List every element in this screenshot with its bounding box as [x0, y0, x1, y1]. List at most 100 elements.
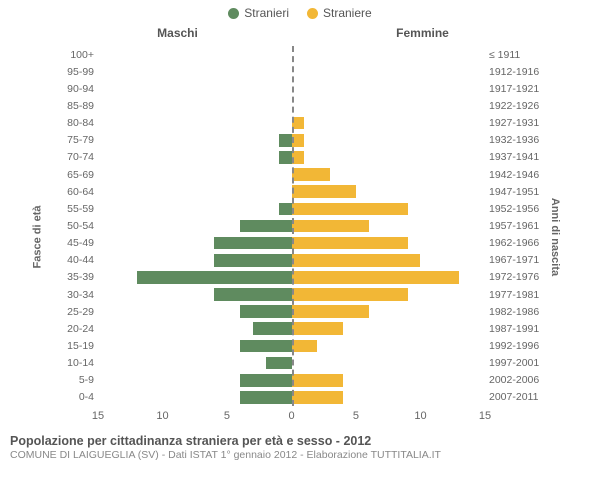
bar-male — [240, 391, 292, 404]
bar-half-female — [292, 200, 486, 217]
bar-half-male — [98, 389, 292, 406]
bar-area — [98, 235, 485, 252]
y-axis-left-title: Fasce di età — [31, 206, 43, 269]
footer-subtitle: COMUNE DI LAIGUEGLIA (SV) - Dati ISTAT 1… — [10, 449, 590, 461]
y-tick-birth: 1932-1936 — [485, 134, 540, 146]
y-tick-age: 60-64 — [60, 186, 98, 198]
y-tick-age: 50-54 — [60, 220, 98, 232]
bar-half-female — [292, 252, 486, 269]
y-tick-birth: 1912-1916 — [485, 66, 540, 78]
bar-male — [279, 203, 292, 216]
x-tick: 5 — [353, 410, 359, 422]
bar-half-male — [98, 320, 292, 337]
bar-area — [98, 320, 485, 337]
chart-row: 95-99 1912-1916 — [60, 63, 540, 80]
bar-male — [240, 340, 292, 353]
plot-area: Fasce di età Anni di nascita 100+≤ 19119… — [0, 42, 600, 432]
bar-female — [292, 271, 460, 284]
y-tick-age: 0-4 — [60, 391, 98, 403]
bar-male — [137, 271, 292, 284]
bar-half-male — [98, 286, 292, 303]
bar-area — [98, 389, 485, 406]
bar-half-male — [98, 217, 292, 234]
bar-area — [98, 286, 485, 303]
y-tick-age: 15-19 — [60, 340, 98, 352]
legend-label-female: Straniere — [323, 6, 372, 20]
y-tick-age: 25-29 — [60, 306, 98, 318]
y-tick-birth: 1962-1966 — [485, 237, 540, 249]
legend-item-female: Straniere — [307, 6, 372, 20]
y-tick-birth: 1917-1921 — [485, 83, 540, 95]
section-titles: Maschi Femmine — [0, 26, 600, 40]
bar-half-male — [98, 183, 292, 200]
x-tick: 15 — [479, 410, 491, 422]
bar-male — [253, 322, 292, 335]
bar-half-male — [98, 200, 292, 217]
bar-half-male — [98, 166, 292, 183]
chart-row: 0-42007-2011 — [60, 389, 540, 406]
y-tick-age: 95-99 — [60, 66, 98, 78]
bar-female — [292, 168, 331, 181]
bar-half-female — [292, 320, 486, 337]
y-tick-birth: 1992-1996 — [485, 340, 540, 352]
chart-row: 100+≤ 1911 — [60, 46, 540, 63]
bar-half-female — [292, 389, 486, 406]
bar-male — [214, 288, 291, 301]
y-tick-birth: 1927-1931 — [485, 117, 540, 129]
bar-half-male — [98, 80, 292, 97]
chart-row: 5-92002-2006 — [60, 372, 540, 389]
bar-half-male — [98, 63, 292, 80]
chart-row: 15-19 1992-1996 — [60, 337, 540, 354]
x-tick: 15 — [92, 410, 104, 422]
bar-half-female — [292, 166, 486, 183]
bars-rows: 100+≤ 191195-991912-191690-941917-192185… — [60, 46, 540, 406]
section-title-female: Femmine — [300, 26, 600, 40]
y-tick-birth: 1977-1981 — [485, 289, 540, 301]
bar-half-female — [292, 46, 486, 63]
bar-female — [292, 203, 408, 216]
y-tick-age: 5-9 — [60, 374, 98, 386]
bar-female — [292, 185, 356, 198]
legend-swatch-male — [228, 8, 239, 19]
x-tick: 10 — [156, 410, 168, 422]
bar-half-male — [98, 115, 292, 132]
chart-row: 85-89 1922-1926 — [60, 97, 540, 114]
bar-female — [292, 220, 369, 233]
chart-row: 70-741937-1941 — [60, 149, 540, 166]
y-tick-age: 30-34 — [60, 289, 98, 301]
x-tick: 5 — [224, 410, 230, 422]
bar-male — [279, 151, 292, 164]
y-tick-age: 55-59 — [60, 203, 98, 215]
y-tick-birth: 1957-1961 — [485, 220, 540, 232]
bar-female — [292, 322, 344, 335]
bar-male — [240, 374, 292, 387]
y-tick-birth: 1987-1991 — [485, 323, 540, 335]
x-tick: 10 — [414, 410, 426, 422]
bar-area — [98, 166, 485, 183]
y-tick-birth: ≤ 1911 — [485, 49, 540, 61]
bar-half-female — [292, 80, 486, 97]
bar-half-female — [292, 115, 486, 132]
chart-row: 20-241987-1991 — [60, 320, 540, 337]
x-axis-inner: 15105051015 — [98, 408, 485, 428]
y-tick-age: 40-44 — [60, 254, 98, 266]
bar-female — [292, 151, 305, 164]
bar-half-male — [98, 149, 292, 166]
y-tick-age: 10-14 — [60, 357, 98, 369]
chart-row: 40-441967-1971 — [60, 252, 540, 269]
y-tick-age: 85-89 — [60, 100, 98, 112]
bar-area — [98, 97, 485, 114]
bar-area — [98, 132, 485, 149]
y-tick-birth: 1922-1926 — [485, 100, 540, 112]
bar-half-male — [98, 235, 292, 252]
bar-female — [292, 288, 408, 301]
bar-female — [292, 117, 305, 130]
y-tick-age: 70-74 — [60, 151, 98, 163]
bar-female — [292, 237, 408, 250]
legend-label-male: Stranieri — [244, 6, 289, 20]
bar-half-female — [292, 217, 486, 234]
bar-male — [240, 220, 292, 233]
chart-row: 50-54 1957-1961 — [60, 217, 540, 234]
bar-half-female — [292, 269, 486, 286]
bar-female — [292, 305, 369, 318]
